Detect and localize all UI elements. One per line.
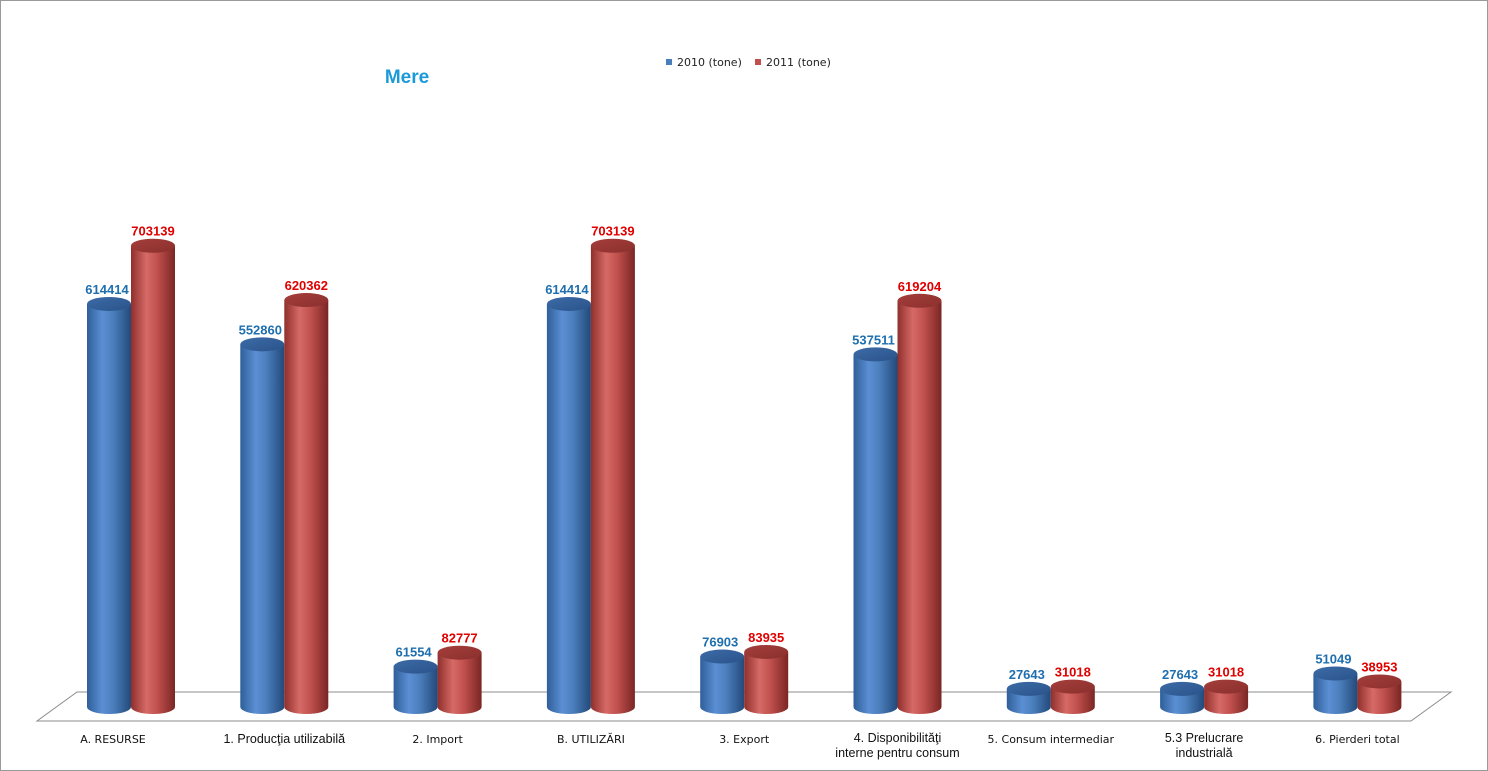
bar-2010-4 bbox=[700, 649, 745, 714]
value-label-2011-8: 38953 bbox=[1361, 659, 1397, 674]
value-label-2010-7: 27643 bbox=[1162, 667, 1198, 682]
category-labels-layer: A. RESURSE 1. Producţia utilizabilă 2. Imp… bbox=[80, 731, 1399, 760]
value-label-2010-2: 61554 bbox=[396, 645, 433, 660]
legend-label-2011: 2011 (tone) bbox=[766, 56, 831, 69]
bar-2011-0 bbox=[131, 238, 175, 714]
value-label-2010-6: 27643 bbox=[1009, 667, 1045, 682]
bar-2010-3 bbox=[546, 296, 591, 714]
bars-layer bbox=[87, 238, 1402, 714]
value-label-2010-4: 76903 bbox=[702, 635, 738, 650]
value-label-2011-7: 31018 bbox=[1208, 665, 1244, 680]
value-label-2011-1: 620362 bbox=[285, 278, 328, 293]
legend: 2010 (tone) 2011 (tone) bbox=[666, 56, 831, 69]
category-label-1: 1. Producţia utilizabilă bbox=[223, 732, 345, 746]
bar-2011-1 bbox=[284, 293, 329, 714]
category-label-3: B. UTILIZĂRI bbox=[557, 733, 625, 746]
category-label-7-line1: industrială bbox=[1176, 746, 1233, 760]
bar-2010-6 bbox=[1006, 681, 1051, 714]
bar-2010-8 bbox=[1313, 666, 1358, 714]
category-label-4: 3. Export bbox=[719, 733, 770, 746]
value-label-2011-0: 703139 bbox=[131, 224, 174, 239]
bar-2011-7 bbox=[1204, 679, 1249, 714]
category-label-2: 2. Import bbox=[412, 733, 463, 746]
value-label-2010-5: 537511 bbox=[852, 332, 895, 347]
value-labels-layer: 614414 703139 552860 620362 61554 82777 614414… bbox=[85, 224, 1397, 682]
bar-2010-5 bbox=[853, 347, 898, 714]
bar-2010-1 bbox=[240, 337, 285, 714]
bar-2011-2 bbox=[437, 645, 482, 714]
chart-title: Mere bbox=[385, 67, 429, 88]
value-label-2011-3: 703139 bbox=[591, 224, 634, 239]
value-label-2011-5: 619204 bbox=[898, 279, 942, 294]
bar-2011-8 bbox=[1357, 674, 1402, 714]
legend-swatch-2010 bbox=[666, 59, 672, 65]
category-label-8: 6. Pierderi total bbox=[1315, 733, 1400, 746]
value-label-2010-8: 51049 bbox=[1315, 652, 1351, 667]
category-label-5-line0: 4. Disponibilităţi bbox=[854, 731, 942, 745]
bar-2011-6 bbox=[1050, 679, 1095, 714]
bar-2011-4 bbox=[744, 644, 789, 714]
category-label-0: A. RESURSE bbox=[80, 733, 146, 746]
value-label-2011-4: 83935 bbox=[748, 630, 784, 645]
category-label-6: 5. Consum intermediar bbox=[988, 733, 1115, 746]
value-label-2010-0: 614414 bbox=[85, 282, 129, 297]
value-label-2011-6: 31018 bbox=[1055, 665, 1091, 680]
bar-2010-0 bbox=[87, 296, 131, 714]
bar-2010-2 bbox=[393, 659, 438, 714]
value-label-2011-2: 82777 bbox=[442, 631, 478, 646]
bar-2011-3 bbox=[590, 238, 635, 714]
bar-2011-5 bbox=[897, 293, 942, 714]
category-label-5-line1: interne pentru consum bbox=[835, 746, 959, 760]
legend-swatch-2011 bbox=[755, 59, 761, 65]
value-label-2010-1: 552860 bbox=[239, 322, 282, 337]
value-label-2010-3: 614414 bbox=[545, 282, 589, 297]
legend-label-2010: 2010 (tone) bbox=[677, 56, 742, 69]
bar-2010-7 bbox=[1160, 681, 1205, 714]
category-label-7-line0: 5.3 Prelucrare bbox=[1165, 731, 1244, 745]
